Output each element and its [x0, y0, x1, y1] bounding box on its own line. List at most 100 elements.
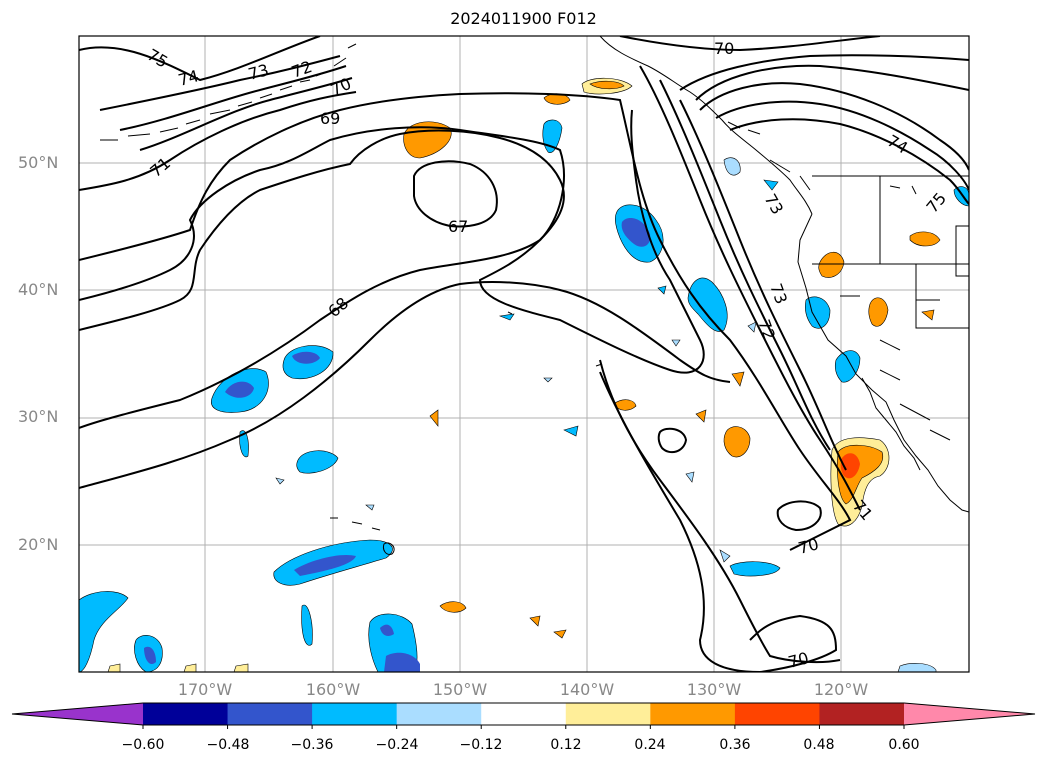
lon-label: 140°W — [559, 680, 615, 699]
baja — [861, 377, 921, 471]
hawaii — [330, 517, 395, 555]
contour-label: 74 — [176, 66, 201, 90]
colorbar-tick-label: −0.36 — [290, 737, 334, 753]
contour-70-ne — [619, 36, 881, 52]
neg-patch — [225, 381, 254, 398]
contour-67 — [413, 160, 498, 228]
contour-label: 67 — [448, 217, 468, 236]
lat-label: 20°N — [18, 535, 59, 554]
lon-label: 150°W — [432, 680, 488, 699]
contour-73-east — [699, 82, 969, 171]
colorbar-cell — [143, 703, 229, 725]
neg-patch — [621, 218, 651, 247]
colorbar-tick-label: 0.48 — [803, 737, 835, 753]
pos-patch — [818, 251, 845, 278]
contour-72 — [139, 77, 353, 151]
neg-patch — [275, 477, 285, 485]
forecast-map: 75 74 73 72 70 69 71 67 68 70 74 75 73 7… — [78, 35, 970, 673]
contour-71-east — [679, 54, 969, 91]
neg-patch — [563, 425, 579, 437]
contour-label: 69 — [320, 109, 340, 128]
lat-label: 30°N — [18, 407, 59, 426]
colorbar-tick-label: −0.12 — [459, 737, 503, 753]
neg-patch — [953, 186, 969, 207]
colorbar-cell — [734, 703, 820, 725]
contour-72-east — [695, 64, 969, 101]
colorbar-cell — [650, 703, 736, 725]
contour-trough-1 — [639, 65, 861, 511]
neg-patch — [657, 285, 667, 295]
pos-patch — [553, 629, 567, 639]
pos-patch — [439, 601, 467, 613]
colorbar-tick-label: 0.60 — [888, 737, 920, 753]
closed-low-2 — [776, 500, 822, 532]
neg-patch — [294, 554, 356, 576]
colorbar-tick-label: −0.24 — [375, 737, 419, 753]
neg-patch — [729, 561, 781, 577]
neg-patch — [671, 339, 681, 347]
colorbar-cell — [565, 703, 651, 725]
pos-patch — [731, 371, 745, 387]
contour-label: 70 — [796, 534, 821, 558]
lon-label: 170°W — [177, 680, 233, 699]
height-contours — [79, 36, 969, 672]
neg-patch — [380, 624, 394, 636]
lon-label: 130°W — [686, 680, 742, 699]
neg-patch — [747, 321, 757, 333]
contour-74-east — [715, 100, 969, 191]
neg-patch — [384, 652, 420, 672]
alaska-coast — [599, 36, 813, 215]
pos-patch — [921, 309, 935, 321]
neg-patch — [296, 450, 339, 474]
pos-patch — [589, 80, 625, 90]
neg-patch — [292, 351, 320, 364]
colorbar-tick-label: 0.24 — [634, 737, 666, 753]
contour-73 — [119, 65, 347, 131]
contour-70-south — [79, 281, 731, 489]
pos-patch — [868, 297, 889, 327]
colorbar-extend-high — [904, 703, 1035, 725]
neg-patch — [365, 504, 375, 511]
contour-74 — [99, 55, 341, 111]
pos-patch — [840, 453, 860, 479]
colorbar-tick-label: 0.36 — [719, 737, 751, 753]
negative-anomaly-patches — [79, 119, 969, 672]
contour-75 — [79, 36, 321, 82]
neg-patch — [723, 157, 741, 176]
pos-patch — [183, 663, 197, 672]
pos-patch — [613, 399, 637, 411]
colorbar-tick-label: −0.48 — [206, 737, 250, 753]
contour-71 — [79, 91, 357, 191]
colorbar-outline — [11, 702, 1036, 726]
contour-68 — [79, 129, 565, 429]
contour-trough-3 — [679, 99, 847, 471]
pos-patch — [233, 663, 249, 672]
map-title: 2024011900 F012 — [450, 9, 597, 28]
pos-patch — [429, 409, 439, 427]
map-frame — [78, 35, 970, 673]
neg-patch — [498, 313, 515, 321]
neg-patch — [834, 350, 861, 383]
colorbar-tick-label: 0.12 — [550, 737, 582, 753]
neg-patch — [301, 604, 313, 646]
closed-low-1 — [657, 427, 688, 454]
neg-patch — [804, 296, 831, 329]
contour-label: 70 — [714, 39, 734, 58]
neg-patch — [144, 646, 156, 665]
lat-label: 50°N — [18, 153, 59, 172]
neg-patch — [719, 549, 731, 563]
colorbar-cell — [819, 703, 905, 725]
pos-patch — [909, 231, 941, 247]
pos-patch — [107, 663, 121, 672]
colorbar-tick-label: −0.60 — [121, 737, 165, 753]
colorbar-cell — [396, 703, 482, 725]
contour-70-north — [79, 92, 852, 551]
pos-patch — [695, 409, 707, 423]
pos-patch — [529, 615, 541, 627]
neg-patch — [685, 471, 695, 483]
neg-patch — [763, 179, 779, 191]
colorbar-cell — [227, 703, 313, 725]
neg-patch — [239, 430, 249, 458]
lon-label: 120°W — [813, 680, 869, 699]
state-borders — [812, 175, 969, 329]
